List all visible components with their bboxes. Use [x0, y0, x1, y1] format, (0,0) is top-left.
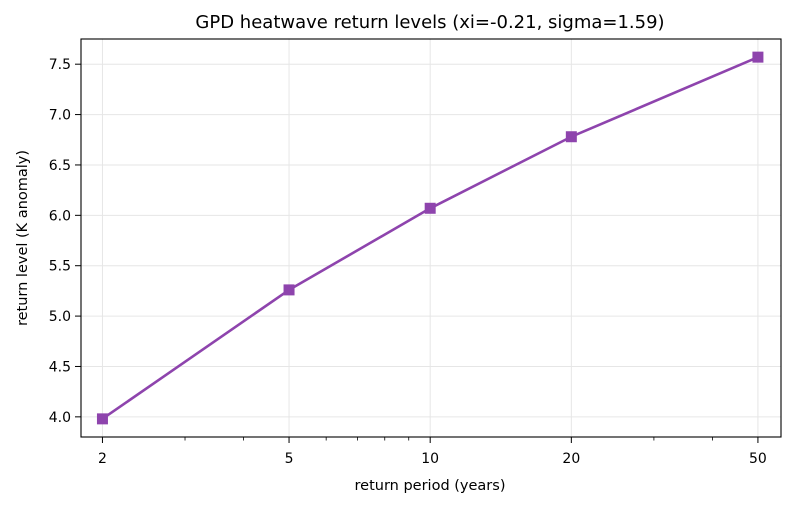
data-point: [283, 284, 295, 296]
data-point: [565, 131, 577, 143]
x-axis-label: return period (years): [355, 478, 506, 494]
y-tick-label: 6.0: [49, 208, 71, 224]
x-tick-label: 20: [562, 451, 580, 467]
grid: [81, 39, 781, 437]
axes: 2 5 10 20 50 4.0 4.5 5.0 5.5 6.0 6.5 7.0 7.5: [49, 38, 782, 467]
data-point: [424, 202, 436, 214]
y-tick-label: 5.0: [49, 309, 71, 325]
series-layer: [96, 51, 764, 425]
data-point: [96, 413, 108, 425]
plot-frame: [80, 38, 782, 438]
y-tick-label: 6.5: [49, 158, 71, 174]
y-tick-label: 4.5: [49, 359, 71, 375]
x-tick-label: 2: [98, 451, 107, 467]
y-tick-label: 7.5: [49, 57, 71, 73]
x-tick-label: 10: [421, 451, 439, 467]
y-tick-label: 7.0: [49, 108, 71, 124]
y-tick-label: 5.5: [49, 259, 71, 275]
x-tick-label: 50: [749, 451, 767, 467]
y-axis-label: return level (K anomaly): [15, 150, 31, 326]
chart-title: GPD heatwave return levels (xi=-0.21, si…: [195, 12, 664, 33]
y-tick-label: 4.0: [49, 410, 71, 426]
data-point: [752, 51, 764, 63]
x-tick-label: 5: [285, 451, 294, 467]
